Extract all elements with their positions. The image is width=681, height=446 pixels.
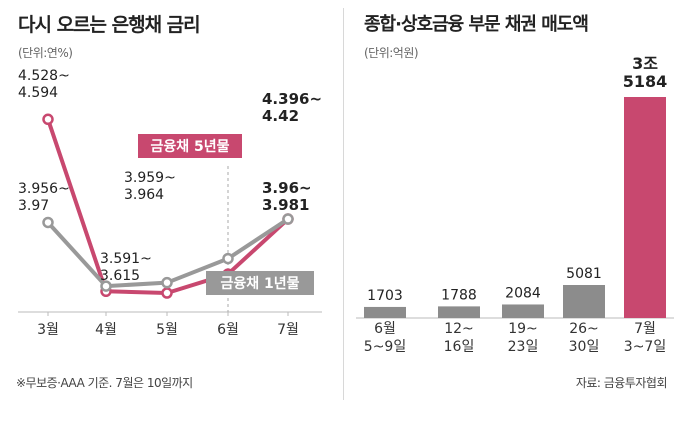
bar-3: [502, 304, 544, 318]
left-chart-title: 다시 오르는 은행채 금리: [18, 14, 201, 36]
bar-category-label-2-line: 12~: [444, 321, 474, 337]
left-chart-panel: 다시 오르는 은행채 금리 (단위:연%) 4.528~ 4.594 3.959~ 3…: [0, 0, 340, 406]
bar-category-label-1: 6월 5~9일: [364, 321, 406, 355]
bar-value-label-3-line: 2084: [505, 285, 541, 301]
five-year-data-label-3: 3.959~ 3.964: [124, 170, 176, 203]
right-chart-source: 자료: 금융투자협회: [575, 376, 668, 390]
five-year-legend-tag: [138, 134, 242, 158]
bar-value-label-2-line: 1788: [441, 287, 477, 303]
five-year-data-label-5: 4.396~ 4.42: [262, 90, 322, 125]
five-year-point-1: [42, 113, 54, 126]
bar-2: [438, 306, 480, 318]
one-year-data-label-5-line: 3.981: [262, 196, 309, 214]
bar-value-label-4-line: 5081: [566, 266, 602, 282]
bar-value-label-1-line: 1703: [367, 288, 403, 304]
five-year-data-label-3-line: 3.959~: [124, 170, 176, 186]
bar-1: [364, 306, 406, 318]
one-year-data-label-2-line: 3.591~: [100, 251, 152, 267]
x-tick-label: 6월: [217, 322, 239, 338]
five-year-data-label-5-line: 4.396~: [262, 90, 322, 108]
one-year-data-label-1-line: 3.97: [18, 198, 49, 214]
one-year-point-4: [222, 252, 234, 265]
five-year-data-label-1-line: 4.528~: [18, 68, 70, 84]
x-tick-label: 3월: [37, 322, 59, 338]
bar-category-label-5-line: 7월: [634, 321, 656, 337]
panel-divider: [343, 8, 344, 400]
bar-category-label-4: 26~ 30일: [569, 321, 600, 355]
bar-value-label-5: 3조 5184: [623, 54, 668, 91]
five-year-data-label-1-line: 4.594: [18, 85, 58, 101]
bar-category-label-1-line: 5~9일: [364, 339, 406, 355]
bar-category-label-2-line: 16일: [444, 339, 475, 355]
bar-value-label-3: 2084: [505, 285, 541, 301]
bar-value-label-2: 1788: [441, 287, 477, 303]
right-chart-panel: 종합·상호금융 부문 채권 매도액 (단위:억원) 1703 6월 5~9일 1788…: [348, 0, 681, 406]
bar-value-label-5-line: 5184: [623, 72, 668, 91]
one-year-point-5: [282, 213, 294, 225]
x-tick-label: 7월: [277, 322, 299, 338]
one-year-data-label-2: 3.591~ 3.615: [100, 251, 152, 284]
one-year-data-label-5: 3.96~ 3.981: [262, 179, 312, 214]
bar-value-label-1: 1703: [367, 288, 403, 304]
bar-category-label-2: 12~ 16일: [444, 321, 475, 355]
bar-category-label-4-line: 30일: [569, 339, 600, 355]
bar-value-label-4: 5081: [566, 266, 602, 282]
left-chart-footnote: ※무보증·AAA 기준. 7월은 10일까지: [16, 376, 193, 390]
bar-category-label-3: 19~ 23일: [508, 321, 539, 355]
one-year-legend-tag: [206, 271, 314, 295]
one-year-data-label-1-line: 3.956~: [18, 181, 70, 197]
one-year-data-label-2-line: 3.615: [100, 268, 140, 284]
one-year-data-label-5-line: 3.96~: [262, 179, 312, 197]
one-year-data-label-1: 3.956~ 3.97: [18, 181, 70, 214]
one-year-legend-label: 금융채 1년물: [220, 276, 299, 292]
five-year-point-3: [161, 287, 173, 299]
five-year-legend-label: 금융채 5년물: [150, 139, 229, 155]
one-year-point-3: [161, 276, 173, 289]
x-tick-label: 5월: [156, 322, 178, 338]
bar-value-label-5-line: 3조: [632, 54, 658, 73]
bar-category-label-5-line: 3~7일: [624, 339, 666, 355]
bar-category-label-5: 7월 3~7일: [624, 321, 666, 355]
left-chart-unit: (단위:연%): [18, 46, 73, 60]
five-year-data-label-5-line: 4.42: [262, 107, 299, 125]
bar-category-label-1-line: 6월: [374, 321, 396, 337]
bottom-strip: [0, 406, 681, 446]
one-year-point-1: [42, 216, 54, 229]
bar-4: [563, 285, 605, 318]
one-year-point-2: [100, 280, 112, 292]
x-tick-label: 4월: [95, 322, 117, 338]
right-chart-unit: (단위:억원): [364, 46, 419, 60]
bar-category-label-3-line: 23일: [508, 339, 539, 355]
bar-5: [624, 97, 666, 318]
right-chart-title: 종합·상호금융 부문 채권 매도액: [364, 14, 589, 35]
five-year-data-label-3-line: 3.964: [124, 187, 164, 203]
bar-category-label-3-line: 19~: [508, 321, 538, 337]
bar-category-label-4-line: 26~: [569, 321, 599, 337]
five-year-data-label-1: 4.528~ 4.594: [18, 68, 70, 101]
